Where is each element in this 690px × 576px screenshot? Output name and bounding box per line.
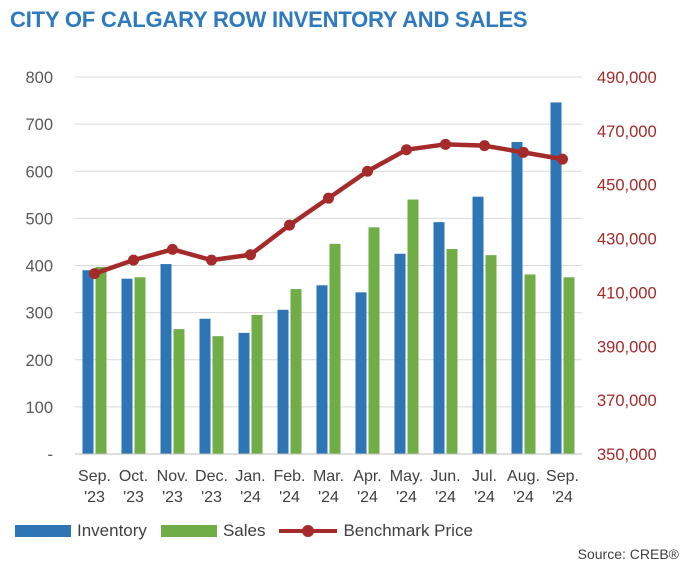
left-tick-label: 100 xyxy=(25,399,53,417)
inventory-bar xyxy=(199,318,211,454)
benchmark-price-point xyxy=(557,153,568,165)
right-y-axis: 350,000 370,000 390,000 410,000 430,000 450,0… xyxy=(597,69,657,464)
sales-bar xyxy=(173,329,185,454)
sales-bar xyxy=(407,199,419,454)
sales-bar xyxy=(134,277,146,454)
benchmark-price-point xyxy=(362,165,373,177)
sales-bar xyxy=(446,249,458,454)
legend-item-sales[interactable]: Sales xyxy=(160,521,266,541)
x-tick-label: Apr. '24 xyxy=(353,468,381,506)
x-tick-label: Aug. '24 xyxy=(507,468,540,506)
inventory-bar xyxy=(160,264,172,454)
right-tick-label: 450,000 xyxy=(597,177,657,195)
legend-item-benchmark-price[interactable]: Benchmark Price xyxy=(279,521,473,541)
inventory-bar xyxy=(433,222,445,454)
benchmark-price-point xyxy=(284,219,295,231)
gridlines xyxy=(75,76,582,455)
benchmark-price-point xyxy=(89,268,100,280)
inventory-bar xyxy=(82,270,94,454)
sales-bar xyxy=(290,289,302,454)
x-tick-label: Dec. '23 xyxy=(195,468,228,506)
x-tick-label: May. '24 xyxy=(390,468,423,506)
bar-series xyxy=(82,102,575,454)
benchmark-price-point xyxy=(440,138,451,150)
x-tick-label: Sep. '24 xyxy=(546,468,579,506)
benchmark-price-point xyxy=(128,254,139,266)
sales-bar xyxy=(563,277,575,454)
x-tick-label: Feb. '24 xyxy=(273,468,305,506)
right-tick-label: 370,000 xyxy=(597,392,657,410)
sales-bar xyxy=(251,314,263,454)
left-tick-label: 200 xyxy=(25,352,53,370)
sales-bar xyxy=(329,243,341,454)
left-tick-label: 300 xyxy=(25,305,53,323)
inventory-bar xyxy=(472,196,484,454)
benchmark-price-point xyxy=(206,254,217,266)
left-tick-label: - xyxy=(48,446,54,464)
legend-label-inventory: Inventory xyxy=(77,521,147,540)
legend: Inventory Sales Benchmark Price xyxy=(15,520,487,542)
right-tick-label: 430,000 xyxy=(597,231,657,249)
benchmark-price-point xyxy=(401,144,412,156)
inventory-bar xyxy=(355,292,367,454)
chart-title: CITY OF CALGARY ROW INVENTORY AND SALES xyxy=(10,7,528,32)
inventory-bar xyxy=(511,142,523,454)
benchmark-price-point xyxy=(323,192,334,204)
sales-bar xyxy=(485,255,497,454)
sales-bar xyxy=(212,336,224,454)
x-tick-label: Jul. '24 xyxy=(472,468,497,506)
legend-label-sales: Sales xyxy=(222,521,266,540)
x-tick-label: Mar. '24 xyxy=(313,468,344,506)
benchmark-price-point xyxy=(479,140,490,152)
x-tick-label: Nov. '23 xyxy=(157,468,189,506)
inventory-bar xyxy=(121,278,133,454)
source-note: Source: CREB® xyxy=(577,546,679,562)
chart-area: - 100 200 300 400 500 600 700 800 350,000 370,000… xyxy=(25,69,657,506)
legend-swatch-sales xyxy=(160,525,217,537)
inventory-bar xyxy=(277,309,289,454)
inventory-bar xyxy=(238,332,250,454)
left-tick-label: 800 xyxy=(25,69,53,87)
left-y-axis: - 100 200 300 400 500 600 700 800 xyxy=(25,69,53,464)
sales-bar xyxy=(368,227,380,454)
right-tick-label: 350,000 xyxy=(597,446,657,464)
sales-bar xyxy=(524,274,536,454)
right-tick-label: 490,000 xyxy=(597,69,657,87)
benchmark-price-point xyxy=(245,249,256,261)
x-tick-label: Sep. '23 xyxy=(78,468,111,506)
left-tick-label: 700 xyxy=(25,116,53,134)
legend-swatch-benchmark-price xyxy=(279,525,338,537)
x-tick-label: Jan. '24 xyxy=(235,468,265,506)
inventory-bar xyxy=(394,253,406,454)
x-tick-label: Oct. '23 xyxy=(119,468,148,506)
right-tick-label: 470,000 xyxy=(597,123,657,141)
left-tick-label: 600 xyxy=(25,163,53,181)
inventory-bar xyxy=(316,285,328,454)
x-tick-label: Jun. '24 xyxy=(430,468,460,506)
legend-label-benchmark-price: Benchmark Price xyxy=(343,521,473,540)
benchmark-price-point xyxy=(518,146,529,158)
benchmark-price-line xyxy=(92,142,565,276)
legend-item-inventory[interactable]: Inventory xyxy=(15,521,147,541)
left-tick-label: 500 xyxy=(25,210,53,228)
right-tick-label: 390,000 xyxy=(597,338,657,356)
left-tick-label: 400 xyxy=(25,258,53,276)
benchmark-price-series xyxy=(89,138,568,280)
benchmark-price-point xyxy=(167,243,178,255)
right-tick-label: 410,000 xyxy=(597,284,657,302)
sales-bar xyxy=(95,266,107,454)
inventory-bar xyxy=(550,102,562,454)
legend-swatch-inventory xyxy=(15,525,71,537)
